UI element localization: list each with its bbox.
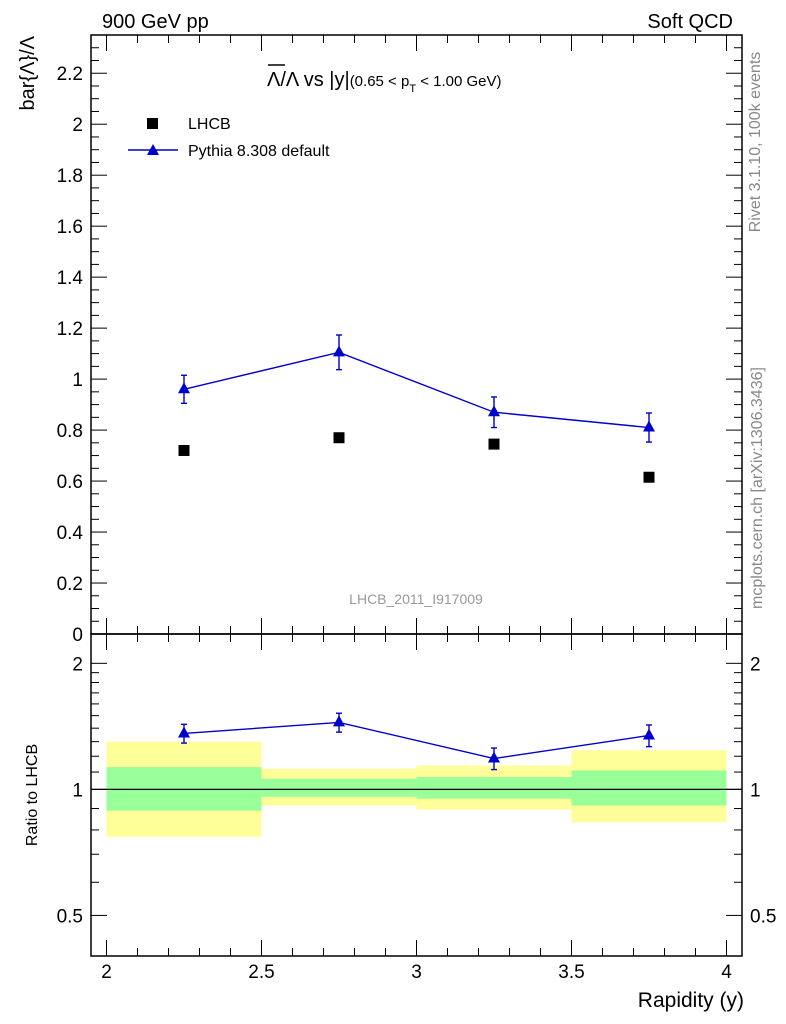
pythia-data-point xyxy=(178,382,190,394)
main-y-tick-label: 0.6 xyxy=(57,472,83,493)
legend-pythia-marker xyxy=(147,144,159,155)
main-y-tick-label: 2.2 xyxy=(57,64,83,85)
main-y-tick-label: 1 xyxy=(72,370,83,391)
plot-title: Λ/Λ vs |y|(0.65 < pT < 1.00 GeV) xyxy=(267,69,502,95)
pythia-series-line xyxy=(183,351,650,429)
ratio-pythia-point xyxy=(643,728,655,740)
mcplots-reference-label: mcplots.cern.ch [arXiv:1306.3436] xyxy=(749,367,766,609)
ratio-pythia-point xyxy=(488,751,500,763)
ratio-y-tick-label-left: 2 xyxy=(72,654,83,675)
main-y-tick-label: 1.4 xyxy=(57,268,84,289)
x-tick-label: 2.5 xyxy=(248,962,274,983)
analysis-watermark: LHCB_2011_I917009 xyxy=(349,591,483,607)
pythia-data-point xyxy=(643,420,655,432)
pythia-data-point xyxy=(488,405,500,417)
ratio-plot-panel: Ratio to LHCB Rapidity (y) 2 2.5 3 3.5 4 0.5 0… xyxy=(24,633,776,1012)
main-y-tick-label: 0.8 xyxy=(57,421,83,442)
ratio-pythia-point xyxy=(178,726,190,738)
main-y-tick-label: 0.4 xyxy=(57,523,84,544)
x-axis-label: Rapidity (y) xyxy=(638,989,744,1012)
ratio-y-tick-label-left: 0.5 xyxy=(57,906,83,927)
pythia-data-point xyxy=(333,345,345,357)
legend-pythia-label: Pythia 8.308 default xyxy=(188,143,330,160)
x-tick-label: 2 xyxy=(101,962,112,983)
main-y-tick-label: 0.2 xyxy=(57,574,83,595)
ratio-y-tick-label-right: 0.5 xyxy=(750,906,776,927)
legend: LHCB Pythia 8.308 default xyxy=(128,116,330,160)
ratio-y-axis-label: Ratio to LHCB xyxy=(24,744,41,846)
ratio-y-tick-label-right: 1 xyxy=(750,780,761,801)
x-tick-label: 4 xyxy=(721,962,732,983)
main-y-tick-label: 1.8 xyxy=(57,166,83,187)
legend-lhcb-label: LHCB xyxy=(188,116,231,133)
ratio-pythia-point xyxy=(333,715,345,727)
title-vs: vs xyxy=(298,69,329,91)
lhcb-data-point xyxy=(488,438,500,450)
main-y-tick-label: 2 xyxy=(72,115,83,136)
uncertainty-band-green xyxy=(416,777,572,799)
rivet-version-label: Rivet 3.1.10, 100k events xyxy=(747,52,764,233)
main-y-tick-label: 1.6 xyxy=(57,217,83,238)
x-tick-label: 3.5 xyxy=(558,962,584,983)
lhcb-data-point xyxy=(178,444,190,456)
header-left-label: 900 GeV pp xyxy=(102,11,209,33)
ratio-y-tick-label-left: 1 xyxy=(72,780,83,801)
lhcb-data-point xyxy=(333,432,345,444)
ratio-pythia-line xyxy=(183,721,650,760)
main-plot-panel: Λ/Λ vs |y|(0.65 < pT < 1.00 GeV) bar{Λ}/… xyxy=(17,34,743,646)
header-right-label: Soft QCD xyxy=(647,11,733,33)
main-y-axis-label: bar{Λ}/Λ xyxy=(17,35,39,110)
main-y-tick-label: 0 xyxy=(72,625,83,646)
title-y: |y| xyxy=(329,69,349,91)
uncertainty-band-green xyxy=(571,770,727,806)
ratio-y-tick-label-right: 2 xyxy=(750,654,761,675)
lhcb-data-point xyxy=(643,471,655,483)
title-pt-prefix: (0.65 < p xyxy=(350,73,410,90)
title-pt-sub: T xyxy=(409,83,416,95)
title-ratio: Λ/Λ xyxy=(267,69,300,91)
uncertainty-band-green xyxy=(261,778,417,797)
title-pt-suffix: < 1.00 GeV) xyxy=(416,73,501,90)
x-tick-label: 3 xyxy=(411,962,422,983)
legend-lhcb-marker xyxy=(147,118,158,129)
main-y-tick-label: 1.2 xyxy=(57,319,83,340)
